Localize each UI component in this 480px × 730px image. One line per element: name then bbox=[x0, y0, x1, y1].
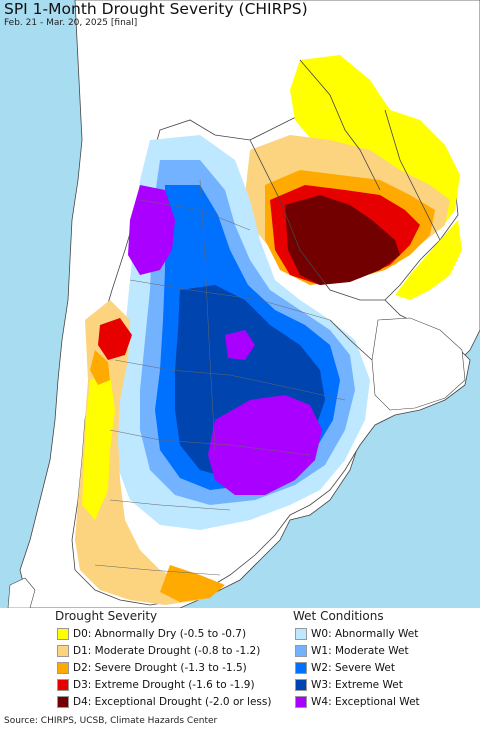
legend-swatch-w2 bbox=[295, 662, 307, 674]
legend-label-w4: W4: Exceptional Wet bbox=[311, 696, 420, 708]
legend-label-d0: D0: Abnormally Dry (-0.5 to -0.7) bbox=[73, 628, 247, 640]
legend-label-w1: W1: Moderate Wet bbox=[311, 645, 409, 657]
legend: Drought Severity Wet Conditions D0: Abno… bbox=[0, 608, 480, 712]
drought-map bbox=[0, 0, 480, 608]
legend-item-d1: D1: Moderate Drought (-0.8 to -1.2) bbox=[57, 644, 260, 658]
legend-item-d4: D4: Exceptional Drought (-2.0 or less) bbox=[57, 695, 271, 709]
legend-swatch-d1 bbox=[57, 645, 69, 657]
country-borders bbox=[249, 59, 441, 361]
province-borders bbox=[94, 179, 346, 576]
legend-item-d0: D0: Abnormally Dry (-0.5 to -0.7) bbox=[57, 627, 246, 641]
source-credit: Source: CHIRPS, UCSB, Climate Hazards Ce… bbox=[4, 716, 218, 726]
legend-item-w4: W4: Exceptional Wet bbox=[295, 695, 420, 709]
dry-d2-south bbox=[160, 565, 225, 602]
legend-swatch-w1 bbox=[295, 645, 307, 657]
wet-w4-south bbox=[208, 395, 322, 495]
wet-w4-northwest bbox=[128, 185, 175, 275]
legend-label-w0: W0: Abnormally Wet bbox=[311, 628, 419, 640]
legend-swatch-d3 bbox=[57, 679, 69, 691]
legend-label-d1: D1: Moderate Drought (-0.8 to -1.2) bbox=[73, 645, 261, 657]
wet-w4-center bbox=[225, 330, 255, 360]
dry-d3-west bbox=[98, 318, 132, 360]
legend-drought-title: Drought Severity bbox=[55, 609, 158, 623]
dry-d0-west bbox=[82, 375, 115, 520]
legend-label-d3: D3: Extreme Drought (-1.6 to -1.9) bbox=[73, 679, 255, 691]
legend-swatch-w4 bbox=[295, 696, 307, 708]
chile-islands bbox=[7, 577, 36, 608]
dry-d4-north bbox=[285, 195, 400, 285]
legend-swatch-w0 bbox=[295, 628, 307, 640]
dry-d2-west bbox=[90, 350, 110, 385]
legend-item-w0: W0: Abnormally Wet bbox=[295, 627, 418, 641]
legend-label-w2: W2: Severe Wet bbox=[311, 662, 395, 674]
legend-swatch-d0 bbox=[57, 628, 69, 640]
legend-item-w1: W1: Moderate Wet bbox=[295, 644, 409, 658]
legend-item-w2: W2: Severe Wet bbox=[295, 661, 395, 675]
legend-label-d4: D4: Exceptional Drought (-2.0 or less) bbox=[73, 696, 272, 708]
legend-item-d3: D3: Extreme Drought (-1.6 to -1.9) bbox=[57, 678, 255, 692]
dry-d0-east bbox=[395, 220, 462, 300]
legend-label-w3: W3: Extreme Wet bbox=[311, 679, 403, 691]
legend-swatch-d2 bbox=[57, 662, 69, 674]
legend-swatch-d4 bbox=[57, 696, 69, 708]
legend-label-d2: D2: Severe Drought (-1.3 to -1.5) bbox=[73, 662, 247, 674]
legend-item-w3: W3: Extreme Wet bbox=[295, 678, 403, 692]
legend-item-d2: D2: Severe Drought (-1.3 to -1.5) bbox=[57, 661, 247, 675]
legend-wet-title: Wet Conditions bbox=[293, 609, 384, 623]
date-range: Feb. 21 - Mar. 20, 2025 [final] bbox=[4, 18, 138, 28]
page-title: SPI 1-Month Drought Severity (CHIRPS) bbox=[4, 0, 308, 18]
uruguay bbox=[371, 317, 466, 411]
legend-swatch-w3 bbox=[295, 679, 307, 691]
